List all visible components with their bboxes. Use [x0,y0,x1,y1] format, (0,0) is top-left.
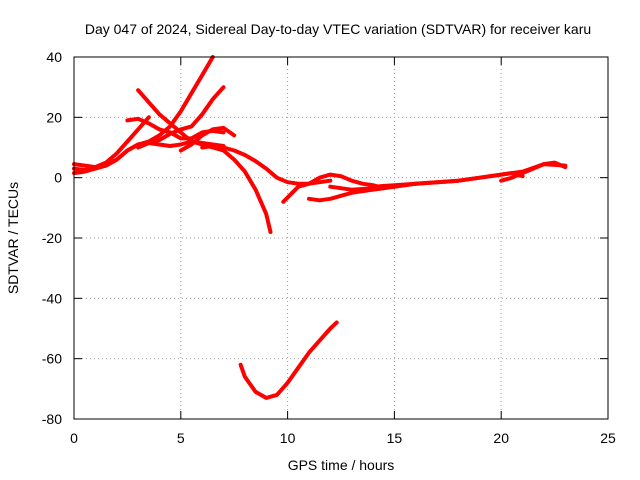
series-line-track-1 [72,55,215,176]
chart-title: Day 047 of 2024, Sidereal Day-to-day VTE… [85,21,591,37]
y-tick-labels: -80 -60 -40 -20 0 20 40 [42,49,62,427]
x-tick-label: 20 [493,430,509,446]
y-tick-label: 0 [54,170,62,186]
x-axis-label: GPS time / hours [288,457,395,473]
series-line-track-3 [72,115,151,173]
x-tick-label: 10 [280,430,296,446]
y-tick-label: -80 [42,411,62,427]
x-tick-label: 15 [387,430,403,446]
y-tick-label: -60 [42,351,62,367]
x-tick-label: 0 [70,430,78,446]
axis-ticks [73,56,609,420]
y-axis-label: SDTVAR / TECUs [5,182,21,294]
y-tick-label: 20 [46,109,62,125]
series-line-track-6 [136,85,226,150]
y-tick-label: -20 [42,230,62,246]
series-line-track-7 [178,125,237,153]
x-tick-label: 25 [600,430,616,446]
y-tick-label: 40 [46,49,62,65]
series-line-track-12 [371,171,525,189]
y-tick-label: -40 [42,290,62,306]
series-line-track-13 [499,160,568,183]
x-tick-label: 5 [177,430,185,446]
series-group [72,55,568,400]
x-tick-labels: 0 5 10 15 20 25 [70,430,616,446]
series-line-track-14 [238,320,339,400]
